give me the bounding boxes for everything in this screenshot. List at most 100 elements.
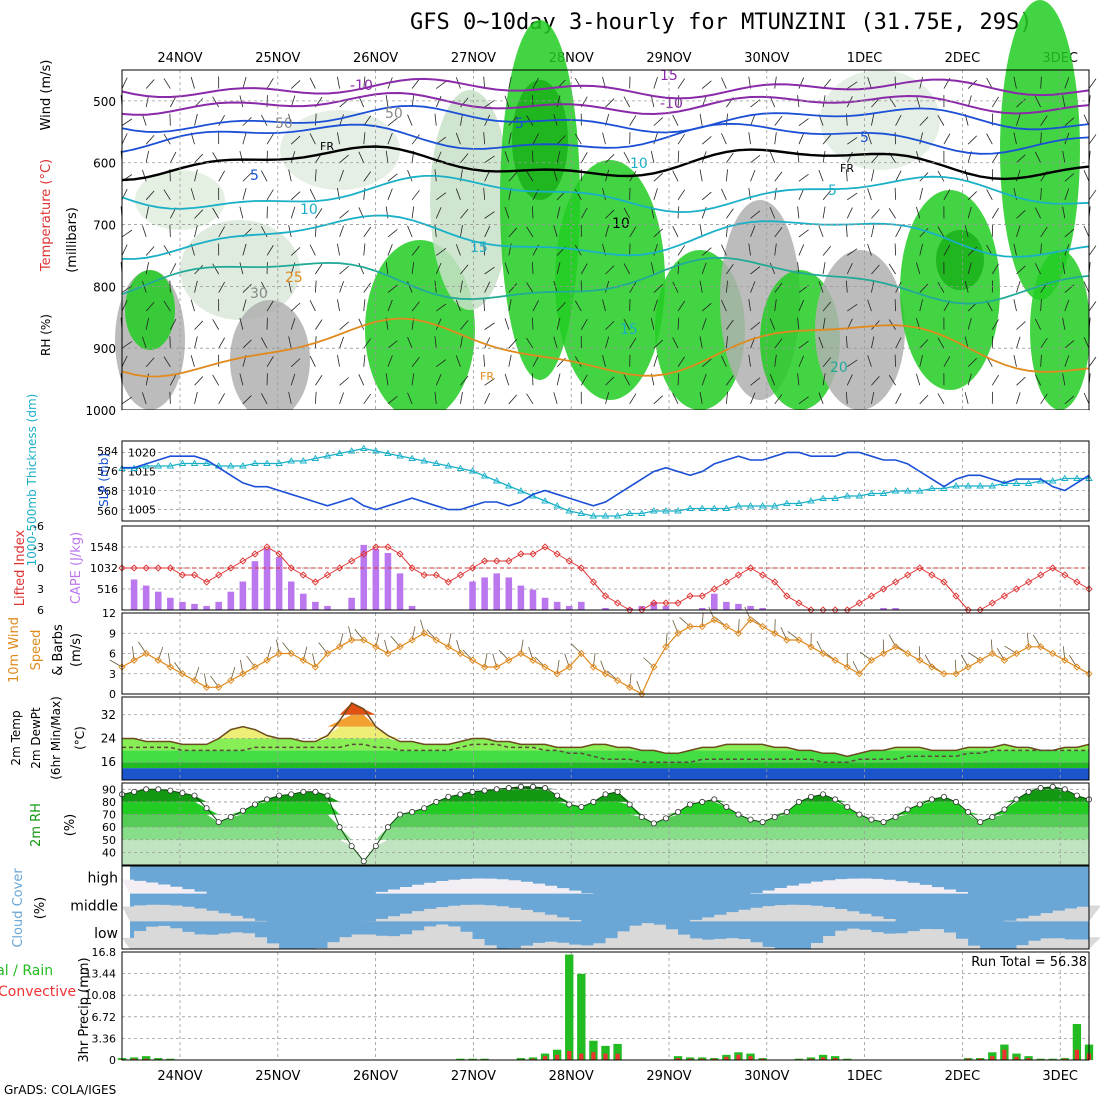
temp-band [122,726,1089,739]
thickness-point [384,449,392,456]
wind-barb [315,391,317,404]
rh-shading [815,250,905,410]
contour-label: 50 [275,116,293,132]
thickness-point [480,472,489,479]
wind-barb [769,151,776,163]
rh-point [409,809,416,816]
wind-barb [847,137,858,145]
wind-barb [895,337,902,349]
tick-label-thickness: 584 [97,445,118,458]
wind-barb [916,151,921,163]
wind-barb [871,225,875,237]
wind-speed-point [577,649,585,658]
wind-barb [967,317,972,330]
rh-point [844,803,851,810]
wind-barb [1016,265,1026,275]
wind-barb [726,319,734,330]
wind-barb [121,300,128,312]
thickness-point [734,502,743,509]
lifted-index-point [746,564,755,572]
thickness-point [251,459,259,466]
wind-barb [145,262,149,275]
contour-label: -10 [660,96,683,112]
wind-barb [339,336,344,349]
tick-label-rh: 80 [102,796,116,809]
wind-barb [483,76,486,89]
wind-barb [455,244,461,256]
lifted-index-point [601,592,610,600]
thickness-point [239,462,247,469]
lifted-index-point [1037,571,1045,579]
temperature-contour [121,91,1090,116]
wind-barb [774,187,777,200]
wind-barb [387,340,398,349]
wind-barb [919,132,923,145]
wind-barb [387,299,393,312]
wind-barb [288,392,292,404]
cape-bar [493,573,500,610]
wind-barb [798,355,805,367]
rh-point [711,796,718,803]
wind-barb [194,209,204,219]
wind-barb [194,169,198,182]
rh-band [122,801,1089,815]
wind-speed-point [553,670,561,678]
wind-speed-point [831,656,839,664]
thickness-point [758,502,767,509]
wind-barb [1016,98,1026,108]
wind-barb [290,373,296,386]
temperature-contour [121,317,1090,378]
wind-barb [701,318,707,330]
thickness-point [601,512,610,519]
wind-speed-point [1012,649,1021,658]
thickness-point [275,459,283,466]
rh-point [191,792,198,799]
wind-barb [1088,356,1097,367]
wind-speed-point [154,656,162,664]
cape-bar [481,577,488,610]
lifted-index-point [335,564,344,572]
wind-speed-point [263,656,271,664]
date-label-bottom: 29NOV [646,1069,691,1084]
wind-barb [672,337,679,349]
wind-barb [483,299,486,312]
wind-barb [943,244,951,256]
axis-label-temp-units: (°C) [73,726,87,750]
temperature-contour [121,104,1090,134]
wind-barb [436,359,447,368]
tick-label-slp: 1005 [128,504,156,517]
wind-barb [847,192,858,201]
wind-barb [845,336,848,349]
rh-band [122,814,1089,828]
wind-barb [1062,262,1066,275]
wind-barb [218,226,225,238]
wind-barb [434,391,437,404]
tick-label-temp: 32 [101,708,116,722]
cloud-level-label: high [87,871,118,887]
wind-speed-point [396,643,404,651]
wind-barb [677,245,686,256]
wind-barb [677,356,686,367]
rh-point [264,796,271,803]
thickness-point [517,487,525,494]
wind-barb [145,373,149,386]
wind-barb [411,301,420,312]
thickness-point [263,459,271,466]
wind-barb [145,246,155,256]
lifted-index-point [1073,578,1081,586]
wind-barb [726,208,734,219]
rh-point [179,790,186,797]
rh-point [747,816,754,823]
wind-barb [605,320,615,330]
wind-barb [1040,187,1042,200]
wind-barb [504,318,510,330]
thickness-point [396,452,404,459]
temperature-contour [121,256,1090,305]
wind-barb [677,373,680,386]
cape-bar [142,585,150,610]
wind-barb [556,206,561,219]
rh-point [227,814,234,821]
wind-barb [769,207,776,219]
wind-speed-point [323,649,332,658]
wind-barb [871,264,880,275]
